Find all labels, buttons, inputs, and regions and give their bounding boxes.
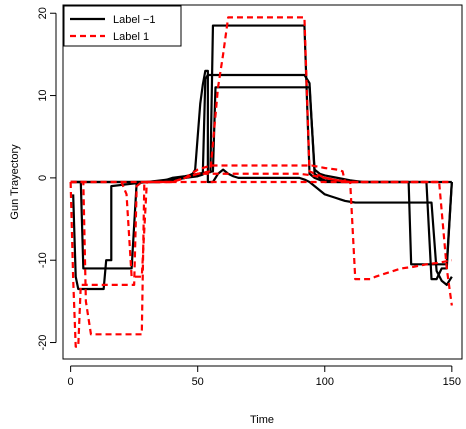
y-tick-label: 10 xyxy=(37,89,49,101)
plot-frame xyxy=(62,4,463,360)
legend-box xyxy=(63,5,182,47)
x-tick-label: 100 xyxy=(316,376,334,388)
y-axis: -20 -10 0 10 20 xyxy=(37,7,57,351)
series-layer xyxy=(69,16,453,348)
legend-label-1: Label 1 xyxy=(113,31,149,43)
series-line-1 xyxy=(72,69,453,291)
y-tick-label: 0 xyxy=(37,175,49,181)
y-tick-label: -20 xyxy=(37,335,49,351)
x-tick-label: 150 xyxy=(443,376,461,388)
x-axis: 0 50 100 150 xyxy=(68,365,461,388)
legend-label-minus-1: Label −1 xyxy=(113,14,156,26)
y-axis-title: Gun Trayectory xyxy=(9,144,21,220)
legend: Label −1 Label 1 xyxy=(63,5,182,47)
series-line-7 xyxy=(70,180,453,306)
x-axis-title: Time xyxy=(250,414,274,426)
y-tick-label: -10 xyxy=(37,252,49,268)
x-tick-label: 50 xyxy=(192,376,204,388)
y-tick-label: 20 xyxy=(37,7,49,19)
x-tick-label: 0 xyxy=(68,376,74,388)
series-line-6 xyxy=(70,16,453,336)
series-line-8 xyxy=(70,164,452,278)
